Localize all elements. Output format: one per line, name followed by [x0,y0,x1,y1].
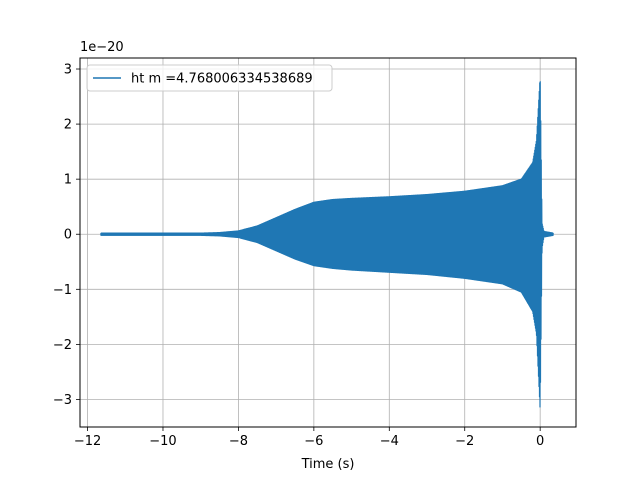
x-tick-label: −12 [74,434,101,449]
x-tick-label: 0 [536,434,544,449]
x-tick-label: −10 [149,434,176,449]
y-tick-label: −2 [53,338,72,353]
legend: ht m =4.768006334538689 [86,64,333,92]
y-tick-label: −3 [53,393,72,408]
y-tick-label: 3 [64,63,72,78]
series-line [100,81,554,408]
y-tick-label: 0 [64,228,72,243]
y-offset-label: 1e−20 [80,40,124,55]
x-tick-label: −4 [380,434,399,449]
plot-frame [79,57,577,428]
legend-box [86,64,333,92]
x-tick-label: −6 [304,434,323,449]
series-layer [100,81,554,408]
y-tick-label: −1 [53,283,72,298]
x-axis-ticks: −12 −10 −8 −6 −4 −2 0 [74,427,544,449]
y-tick-label: 1 [64,173,72,188]
x-axis-label: Time (s) [301,457,355,472]
x-tick-label: −8 [229,434,248,449]
legend-entry-label: ht m =4.768006334538689 [131,72,313,87]
x-tick-label: −2 [455,434,474,449]
y-tick-label: 2 [64,118,72,133]
y-axis-ticks: −3 −2 −1 0 1 2 3 [53,63,80,408]
